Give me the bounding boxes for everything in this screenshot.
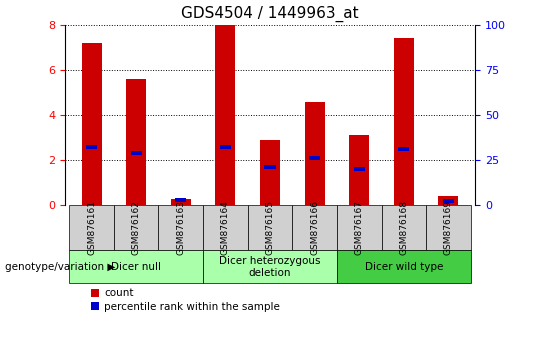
Bar: [82, 43, 102, 205]
Bar: [265, 165, 275, 169]
Bar: [337, 205, 382, 251]
Text: GSM876166: GSM876166: [310, 200, 319, 255]
Bar: [354, 167, 364, 171]
Bar: [215, 25, 235, 205]
Bar: [69, 251, 203, 283]
Text: genotype/variation ▶: genotype/variation ▶: [5, 262, 116, 272]
Bar: [203, 205, 248, 251]
Bar: [292, 205, 337, 251]
Bar: [176, 198, 186, 202]
Bar: [349, 135, 369, 205]
Bar: [86, 145, 97, 149]
Bar: [126, 79, 146, 205]
Text: GSM876164: GSM876164: [221, 200, 230, 255]
Text: GSM876165: GSM876165: [266, 200, 274, 255]
Bar: [382, 205, 426, 251]
Bar: [248, 205, 292, 251]
Bar: [158, 205, 203, 251]
Title: GDS4504 / 1449963_at: GDS4504 / 1449963_at: [181, 6, 359, 22]
Text: GSM876162: GSM876162: [132, 200, 141, 255]
Bar: [305, 102, 325, 205]
Bar: [443, 199, 454, 203]
Legend: count, percentile rank within the sample: count, percentile rank within the sample: [91, 289, 280, 312]
Text: GSM876168: GSM876168: [399, 200, 408, 255]
Bar: [69, 205, 114, 251]
Text: Dicer heterozygous
deletion: Dicer heterozygous deletion: [219, 256, 321, 278]
Text: GSM876163: GSM876163: [176, 200, 185, 255]
Bar: [260, 140, 280, 205]
Text: Dicer wild type: Dicer wild type: [364, 262, 443, 272]
Bar: [114, 205, 158, 251]
Bar: [337, 251, 471, 283]
Bar: [399, 147, 409, 151]
Bar: [131, 152, 141, 155]
Text: GSM876167: GSM876167: [355, 200, 364, 255]
Bar: [309, 156, 320, 160]
Bar: [438, 196, 458, 205]
Bar: [203, 251, 337, 283]
Bar: [220, 145, 231, 149]
Text: GSM876169: GSM876169: [444, 200, 453, 255]
Text: Dicer null: Dicer null: [111, 262, 161, 272]
Text: GSM876161: GSM876161: [87, 200, 96, 255]
Bar: [394, 38, 414, 205]
Bar: [171, 199, 191, 205]
Bar: [426, 205, 471, 251]
